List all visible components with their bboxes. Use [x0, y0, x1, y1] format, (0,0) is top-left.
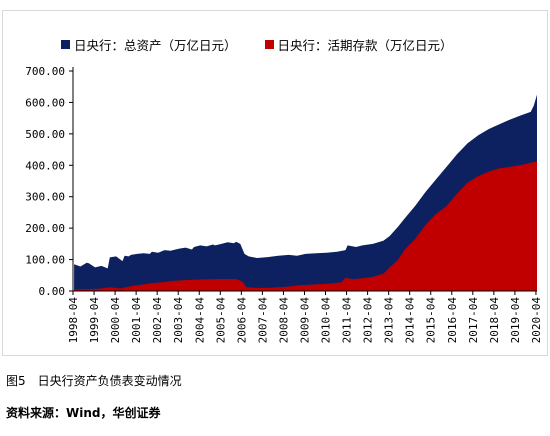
x-tick-label: 2015-04	[425, 297, 438, 344]
y-tick-label: 700.00	[25, 65, 65, 78]
x-tick-label: 2004-04	[193, 297, 206, 344]
x-tick-label: 2007-04	[256, 297, 269, 344]
x-tick-label: 2016-04	[446, 297, 459, 344]
legend-swatch-current-deposits	[264, 40, 274, 49]
chart-svg: 0.00 100.00 200.00 300.00 400.00 500.00 600.00…	[25, 65, 543, 344]
x-tick-label: 2014-04	[404, 297, 417, 344]
y-tick-label: 0.00	[39, 285, 66, 298]
y-tick-label: 300.00	[25, 191, 65, 204]
x-tick-label: 2017-04	[467, 297, 480, 344]
x-tick-label: 2013-04	[383, 297, 396, 344]
y-tick-label: 600.00	[25, 96, 65, 109]
x-tick-label: 2009-04	[298, 297, 311, 344]
chart-frame: 0.00 100.00 200.00 300.00 400.00 500.00 600.00…	[2, 10, 548, 356]
legend-item-current-deposits: 日央行：活期存款（万亿日元）	[264, 35, 453, 54]
x-tick-label: 2008-04	[277, 297, 290, 344]
x-tick-label: 2001-04	[130, 297, 143, 344]
legend-label-total-assets: 日央行：总资产（万亿日元）	[74, 38, 237, 53]
x-tick-label: 2002-04	[151, 297, 164, 344]
x-tick-label: 2005-04	[214, 297, 227, 344]
x-tick-label: 2019-04	[509, 297, 522, 344]
x-tick-label: 2020-04	[530, 297, 543, 344]
x-tick-label: 1999-04	[88, 297, 101, 344]
x-tick-label: 2011-04	[341, 297, 354, 344]
x-tick-label: 2012-04	[362, 297, 375, 344]
x-tick-label: 2006-04	[235, 297, 248, 344]
legend-label-current-deposits: 日央行：活期存款（万亿日元）	[277, 38, 453, 53]
legend-item-total-assets: 日央行：总资产（万亿日元）	[61, 35, 237, 54]
figure-caption: 图5 日央行资产负债表变动情况	[6, 374, 182, 388]
y-tick-label: 200.00	[25, 222, 65, 235]
y-tick-label: 500.00	[25, 128, 65, 141]
legend: 日央行：总资产（万亿日元） 日央行：活期存款（万亿日元）	[61, 35, 453, 54]
x-tick-label: 2000-04	[109, 297, 122, 344]
legend-swatch-total-assets	[61, 40, 70, 49]
series-area-1	[74, 161, 537, 291]
x-tick-label: 2003-04	[172, 297, 185, 344]
x-tick-label: 2018-04	[488, 297, 501, 344]
y-tick-label: 400.00	[25, 159, 65, 172]
y-tick-label: 100.00	[25, 254, 65, 267]
x-tick-label: 2010-04	[320, 297, 333, 344]
x-tick-label: 1998-04	[67, 297, 80, 344]
source-note: 资料来源：Wind，华创证券	[6, 406, 161, 420]
